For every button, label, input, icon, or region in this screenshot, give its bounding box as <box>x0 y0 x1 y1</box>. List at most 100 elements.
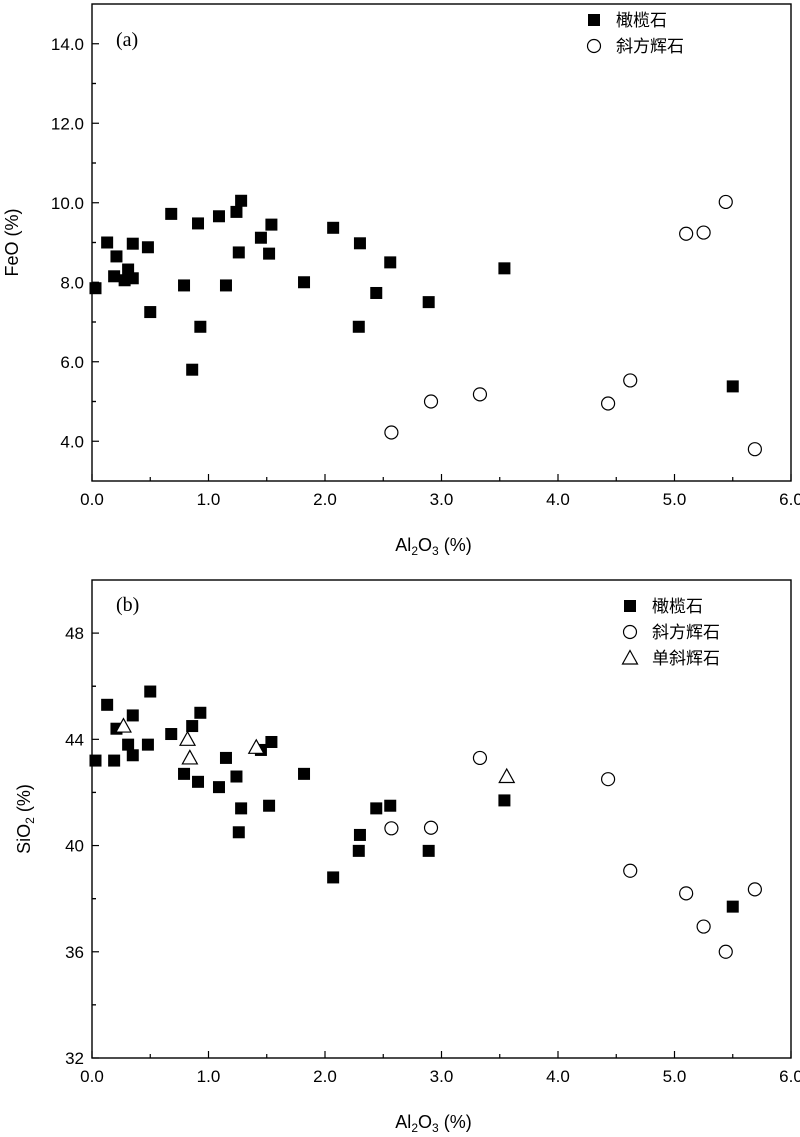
x-tick-label: 1.0 <box>197 490 221 509</box>
x-tick-label: 4.0 <box>546 1067 570 1086</box>
olivine-point-3 <box>110 250 123 263</box>
x-axis-title: Al2O3 (%) <box>395 1112 471 1135</box>
x-axis-title: Al2O3 (%) <box>395 535 471 558</box>
olivine-point-16 <box>219 279 232 292</box>
orthopyroxene-point-6 <box>696 225 711 240</box>
orthopyroxene-point-5 <box>679 226 694 241</box>
orthopyroxene-point-4 <box>623 863 638 878</box>
legend-label: 斜方辉石 <box>616 37 684 57</box>
series-olivine-point <box>89 685 739 913</box>
legend-label: 单斜辉石 <box>652 649 720 669</box>
olivine-point-4 <box>118 274 131 287</box>
olivine-point-28 <box>422 844 435 857</box>
olivine-point-20 <box>254 231 267 244</box>
legend-marker-2 <box>621 649 639 665</box>
y-axis-title: FeO (%) <box>2 208 22 276</box>
olivine-point-9 <box>144 306 157 319</box>
x-tick-label: 0.0 <box>80 1067 104 1086</box>
olivine-point-18 <box>232 246 245 259</box>
olivine-point-11 <box>186 720 199 733</box>
olivine-point-5 <box>126 709 139 722</box>
olivine-point-27 <box>384 799 397 812</box>
y-tick-label: 48 <box>65 624 84 643</box>
olivine-point-23 <box>327 871 340 884</box>
x-tick-label: 0.0 <box>80 490 104 509</box>
x-tick-label: 2.0 <box>313 490 337 509</box>
olivine-point-22 <box>298 767 311 780</box>
series-orthopyroxene-point <box>384 750 762 959</box>
olivine-point-24 <box>327 221 340 234</box>
olivine-point-23 <box>298 276 311 289</box>
orthopyroxene-point-7 <box>718 194 733 210</box>
olivine-point-8 <box>144 685 157 698</box>
olivine-point-17 <box>230 205 243 218</box>
olivine-point-1 <box>101 698 114 711</box>
clinopyroxene-point-2 <box>181 749 199 765</box>
orthopyroxene-point-4 <box>623 373 638 388</box>
olivine-point-30 <box>498 262 511 275</box>
series-clinopyroxene-point <box>114 717 516 784</box>
legend-marker-1 <box>586 38 602 54</box>
x-tick-label: 3.0 <box>430 490 454 509</box>
legend-label: 橄榄石 <box>616 11 667 31</box>
y-tick-label: 44 <box>65 730 84 749</box>
y-axis-title: SiO2 (%) <box>14 784 37 854</box>
orthopyroxene-point-0 <box>384 425 399 440</box>
orthopyroxene-point-3 <box>600 396 616 411</box>
orthopyroxene-point-2 <box>472 750 488 766</box>
y-tick-label: 12.0 <box>51 114 84 133</box>
olivine-point-17 <box>232 826 245 839</box>
x-tick-label: 3.0 <box>430 1067 454 1086</box>
x-tick-label: 2.0 <box>313 1067 337 1086</box>
olivine-point-29 <box>498 794 511 807</box>
orthopyroxene-point-8 <box>747 882 762 897</box>
legend-olivine: 橄榄石 <box>624 597 703 617</box>
orthopyroxene-point-3 <box>600 772 616 787</box>
olivine-point-22 <box>265 218 278 231</box>
olivine-point-7 <box>126 272 139 285</box>
olivine-point-9 <box>165 728 178 741</box>
olivine-point-24 <box>352 844 365 857</box>
legend-marker-0 <box>624 600 636 612</box>
olivine-point-2 <box>108 270 121 283</box>
olivine-point-15 <box>219 751 232 764</box>
x-tick-label: 1.0 <box>197 1067 221 1086</box>
panel-b: 0.0 1.0 2.0 3.0 4.0 5.0 6.0 32 36 40 44 48 Al2O3 (%)… <box>14 579 800 1135</box>
olivine-point-10 <box>178 767 191 780</box>
x-tick-label: 5.0 <box>663 490 687 509</box>
olivine-point-10 <box>165 207 178 220</box>
olivine-point-25 <box>353 828 366 841</box>
y-tick-label: 36 <box>65 943 84 962</box>
legend-orthopyroxene: 斜方辉石 <box>622 623 720 643</box>
olivine-point-8 <box>141 241 154 254</box>
series-olivine-point <box>89 194 739 393</box>
orthopyroxene-point-6 <box>696 919 711 934</box>
clinopyroxene-point-0 <box>114 717 132 733</box>
olivine-point-16 <box>230 770 243 783</box>
legend-marker-1 <box>622 624 638 640</box>
legend-marker-0 <box>588 14 600 26</box>
olivine-point-13 <box>194 706 207 719</box>
olivine-point-21 <box>263 247 276 260</box>
legend-label: 斜方辉石 <box>652 623 720 643</box>
olivine-point-5 <box>122 263 135 276</box>
y-tick-label: 6.0 <box>60 353 84 372</box>
olivine-point-2 <box>108 754 121 767</box>
olivine-point-11 <box>178 279 191 292</box>
orthopyroxene-point-7 <box>718 944 733 959</box>
olivine-point-27 <box>370 286 383 299</box>
olivine-point-6 <box>126 749 139 762</box>
orthopyroxene-point-1 <box>423 394 439 409</box>
olivine-point-4 <box>122 738 135 751</box>
olivine-point-12 <box>192 775 205 788</box>
clinopyroxene-point-1 <box>179 730 197 746</box>
legend-label: 橄榄石 <box>652 597 703 617</box>
olivine-point-12 <box>186 363 199 376</box>
olivine-point-25 <box>352 320 365 333</box>
x-tick-label: 6.0 <box>779 490 800 509</box>
olivine-point-15 <box>212 210 225 223</box>
x-tick-label: 5.0 <box>663 1067 687 1086</box>
